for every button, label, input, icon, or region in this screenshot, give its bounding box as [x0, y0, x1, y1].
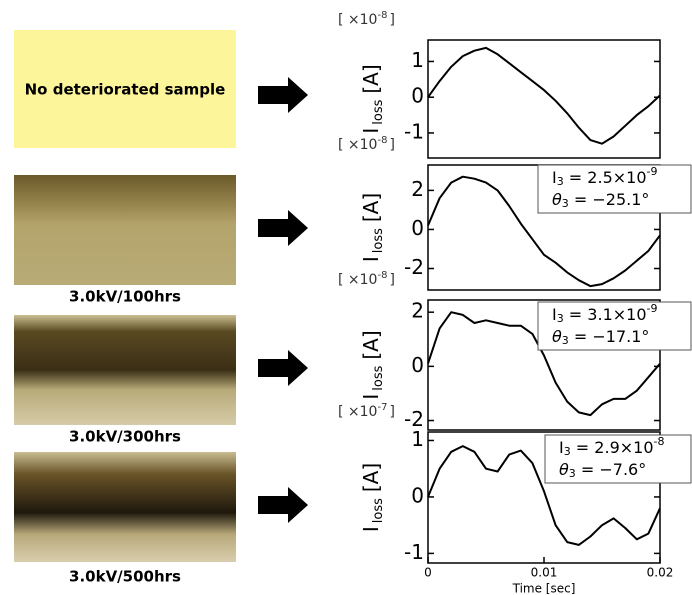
annotation: I3 = 2.5×10-9	[552, 165, 657, 188]
data-line	[427, 46, 661, 145]
text-part: I	[552, 168, 557, 187]
y-axis-label: Iloss [A]	[359, 330, 386, 399]
x-tick-label: 0.02	[647, 566, 674, 580]
y-tick-label: 1	[411, 427, 424, 451]
arrow	[258, 350, 308, 386]
sample-label: 3.0kV/300hrs	[69, 428, 181, 446]
y-scale: [ ×10-7]	[338, 402, 395, 420]
annotation-box	[544, 434, 692, 484]
annotation: θ3 = −17.1°	[552, 327, 649, 348]
annotation-box	[537, 164, 692, 214]
text-part: [A]	[359, 193, 383, 222]
annotation: θ3 = −7.6°	[559, 460, 646, 481]
text-part: 3	[562, 197, 569, 210]
text-part: 3	[569, 467, 576, 480]
y-tick-label: 0	[411, 483, 424, 507]
text-part: loss	[371, 228, 386, 253]
y-axis-label: Iloss [A]	[359, 463, 386, 532]
text-part: = 2.5×10	[564, 168, 647, 187]
y-axis-label: Iloss [A]	[359, 64, 386, 133]
text-part: I	[552, 305, 557, 324]
arrow	[258, 77, 308, 113]
text-part: = −7.6°	[576, 460, 646, 479]
text-part: = 3.1×10	[564, 305, 647, 324]
data-line	[427, 311, 661, 417]
y-tick-label: 2	[411, 177, 424, 201]
y-tick-label: -2	[404, 255, 424, 279]
text-part: -8	[377, 10, 387, 21]
data-line	[427, 175, 661, 288]
text-part: loss	[371, 498, 386, 523]
plot-frame	[427, 39, 661, 159]
text-part: [A]	[359, 463, 383, 492]
text-part: I	[359, 394, 383, 400]
text-part: I	[359, 526, 383, 532]
text-part: θ	[552, 190, 562, 209]
text-part: -7	[377, 402, 387, 413]
y-scale: [ ×10-8]	[338, 270, 395, 288]
text-part: [ ×10	[338, 272, 377, 288]
arrow	[258, 487, 308, 523]
text-part: = −17.1°	[569, 327, 650, 346]
text-part: [A]	[359, 64, 383, 93]
y-tick-label: 0	[411, 216, 424, 240]
text-part: [ ×10	[338, 12, 377, 28]
sample-photo	[14, 175, 236, 285]
text-part: θ	[559, 460, 569, 479]
text-part: I	[359, 128, 383, 134]
sample-label: 3.0kV/500hrs	[69, 568, 181, 586]
text-part: I	[559, 438, 564, 457]
annotation: I3 = 3.1×10-9	[552, 302, 657, 325]
annotation: I3 = 2.9×10-8	[559, 435, 664, 458]
text-part: ]	[389, 137, 394, 153]
y-scale: [ ×10-8]	[338, 10, 395, 28]
annotation-box	[537, 301, 692, 351]
text-part: I	[359, 256, 383, 262]
x-tick-label: 0	[424, 566, 432, 580]
text-part: -9	[647, 302, 658, 315]
text-part: 3	[564, 445, 571, 458]
y-tick-label: -1	[404, 540, 424, 564]
text-part: = −25.1°	[569, 190, 650, 209]
data-line	[427, 445, 661, 546]
sample-label: 3.0kV/100hrs	[69, 288, 181, 306]
plot-frame	[427, 299, 661, 431]
y-tick-label: 1	[411, 48, 424, 72]
y-axis-label: Iloss [A]	[359, 193, 386, 262]
text-part: ]	[389, 12, 394, 28]
arrow	[258, 210, 308, 246]
sample-photo	[14, 452, 236, 562]
text-part: 3	[557, 312, 564, 325]
x-axis-label: Time [sec]	[512, 582, 576, 595]
arrows	[258, 77, 308, 523]
text-part: θ	[552, 327, 562, 346]
y-tick-label: 0	[411, 84, 424, 108]
x-tick-label: 0.01	[531, 566, 558, 580]
y-tick-label: 2	[411, 299, 424, 323]
y-tick-label: -2	[404, 407, 424, 431]
text-part: -9	[647, 165, 658, 178]
text-part: ]	[389, 404, 394, 420]
text-part: [ ×10	[338, 137, 377, 153]
annotation: θ3 = −25.1°	[552, 190, 649, 211]
text-part: loss	[371, 99, 386, 124]
y-scale: [ ×10-8]	[338, 135, 395, 153]
text-part: -8	[377, 270, 387, 281]
text-part: = 2.9×10	[571, 438, 654, 457]
text-part: -8	[377, 135, 387, 146]
text-part: 3	[562, 334, 569, 347]
sample-photo	[14, 315, 236, 425]
y-tick-label: 0	[411, 353, 424, 377]
sample-label: No deteriorated sample	[25, 81, 226, 99]
sample-box	[14, 30, 236, 148]
text-part: 3	[557, 175, 564, 188]
text-part: -8	[654, 435, 665, 448]
y-tick-label: -1	[404, 119, 424, 143]
text-part: [A]	[359, 330, 383, 359]
text-part: ]	[389, 272, 394, 288]
text-part: loss	[371, 365, 386, 390]
text-part: [ ×10	[338, 404, 377, 420]
